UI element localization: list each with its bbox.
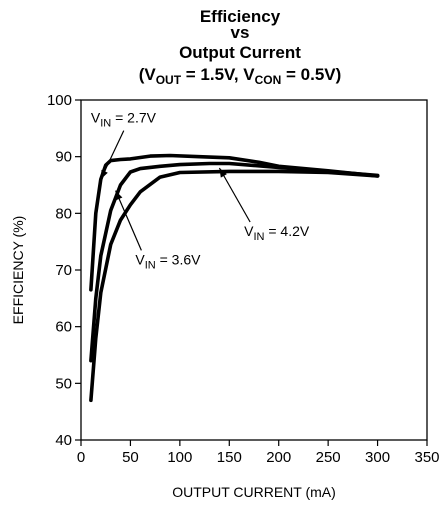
x-tick-label: 300 [365,449,390,466]
annotation-leader [115,190,142,251]
title-conditions: (VOUT = 1.5V, VCON = 0.5V) [139,65,342,87]
y-axis-label: EFFICIENCY (%) [10,216,26,325]
x-axis-label: OUTPUT CURRENT (mA) [172,484,336,500]
title-line-1: Efficiency [200,7,281,26]
y-tick-label: 70 [55,262,72,279]
x-tick-label: 200 [266,449,291,466]
x-tick-label: 150 [217,449,242,466]
axis-ticks: 0 50 100 150 200 250 300 350 40 50 60 70 80 90 100 [47,92,440,466]
y-tick-label: 100 [47,92,72,109]
series-line-3 [89,169,380,403]
title-line-3: Output Current [179,43,301,62]
annotation-arrowhead [115,190,123,201]
plot-frame [80,99,428,441]
series-label-1: VIN = 2.7V [91,110,157,130]
y-tick-label: 80 [55,205,72,222]
y-tick-label: 50 [55,375,72,392]
y-tick-label: 40 [55,432,72,449]
series-label-3: VIN = 4.2V [244,223,310,243]
series-label-2: VIN = 3.6V [135,251,201,271]
x-tick-label: 350 [414,449,439,466]
series-line-2 [89,161,380,363]
series-annotations: VIN = 2.7V VIN = 3.6V VIN = 4.2V [91,110,310,272]
y-tick-label: 90 [55,149,72,166]
x-tick-label: 100 [167,449,192,466]
x-tick-label: 0 [77,449,85,466]
annotation-arrowhead [100,169,108,180]
y-tick-label: 60 [55,319,72,336]
title-line-2: vs [231,23,250,42]
series-line-1 [89,153,380,292]
series-lines [89,153,380,403]
annotation-leader [218,167,251,223]
x-tick-label: 50 [122,449,139,466]
annotation-arrowhead [219,168,227,178]
x-tick-label: 250 [316,449,341,466]
